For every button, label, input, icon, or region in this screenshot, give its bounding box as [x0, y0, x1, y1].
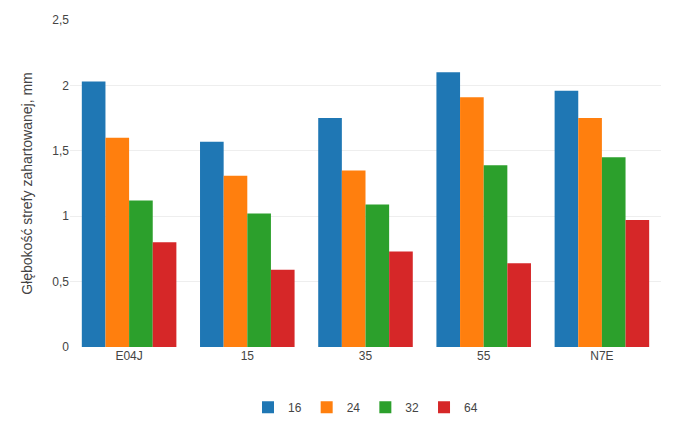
svg-text:24: 24: [347, 401, 361, 415]
svg-text:35: 35: [359, 349, 373, 363]
svg-text:16: 16: [288, 401, 302, 415]
svg-text:E04J: E04J: [115, 349, 142, 363]
svg-text:1: 1: [62, 209, 69, 223]
svg-text:64: 64: [464, 401, 478, 415]
svg-text:2: 2: [62, 79, 69, 93]
svg-text:0: 0: [62, 340, 69, 354]
svg-text:N7E: N7E: [590, 349, 613, 363]
svg-text:Głębokość strefy zahartowanej,: Głębokość strefy zahartowanej, mm: [19, 72, 35, 295]
svg-text:0,5: 0,5: [52, 275, 69, 289]
svg-text:2,5: 2,5: [52, 13, 69, 27]
svg-text:15: 15: [241, 349, 255, 363]
svg-text:1,5: 1,5: [52, 144, 69, 158]
svg-text:32: 32: [405, 401, 419, 415]
svg-text:55: 55: [477, 349, 491, 363]
